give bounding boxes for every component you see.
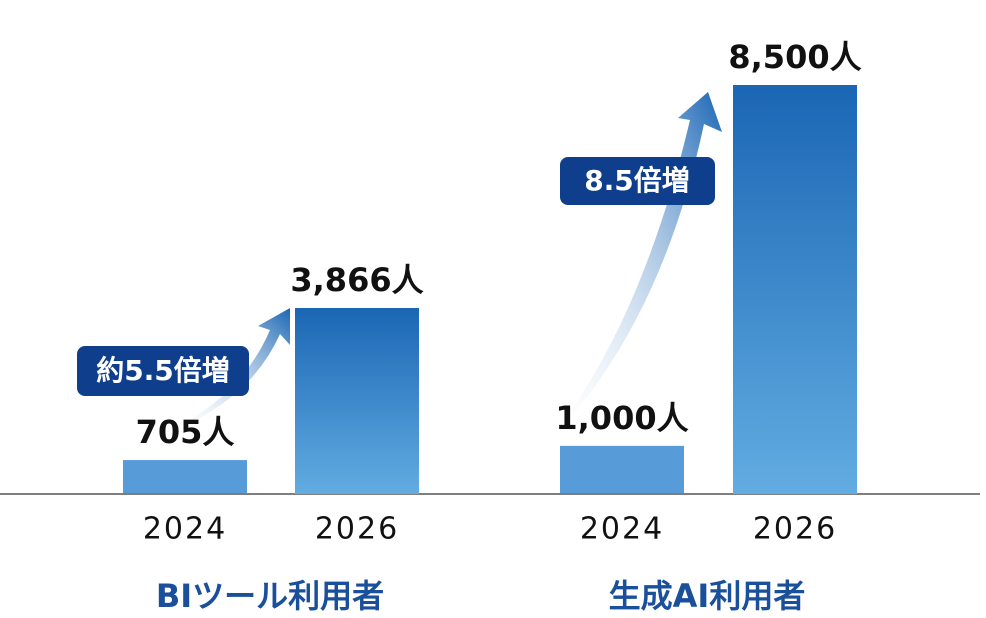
group-label: BIツール利用者: [156, 577, 384, 615]
value-label: 1,000人: [555, 399, 688, 437]
bar: [560, 445, 684, 494]
bar: [123, 460, 247, 494]
annotation: 約5.5倍増: [96, 354, 230, 387]
bar: [295, 307, 419, 494]
x-tick-label: 2024: [580, 512, 664, 547]
annotation: 8.5倍増: [584, 164, 690, 197]
annotation-box: [77, 346, 249, 396]
value-label: 3,866人: [290, 261, 423, 299]
growth-arrow: [545, 92, 722, 445]
growth-arrow: [160, 308, 290, 435]
value-label: 8,500人: [728, 38, 861, 76]
annotation-box: [560, 157, 715, 205]
x-tick-label: 2024: [143, 512, 227, 547]
x-tick-label: 2026: [753, 512, 837, 547]
value-label: 705人: [136, 413, 235, 451]
bar: [733, 85, 857, 494]
group-label: 生成AI利用者: [609, 577, 806, 615]
x-tick-label: 2026: [315, 512, 399, 547]
